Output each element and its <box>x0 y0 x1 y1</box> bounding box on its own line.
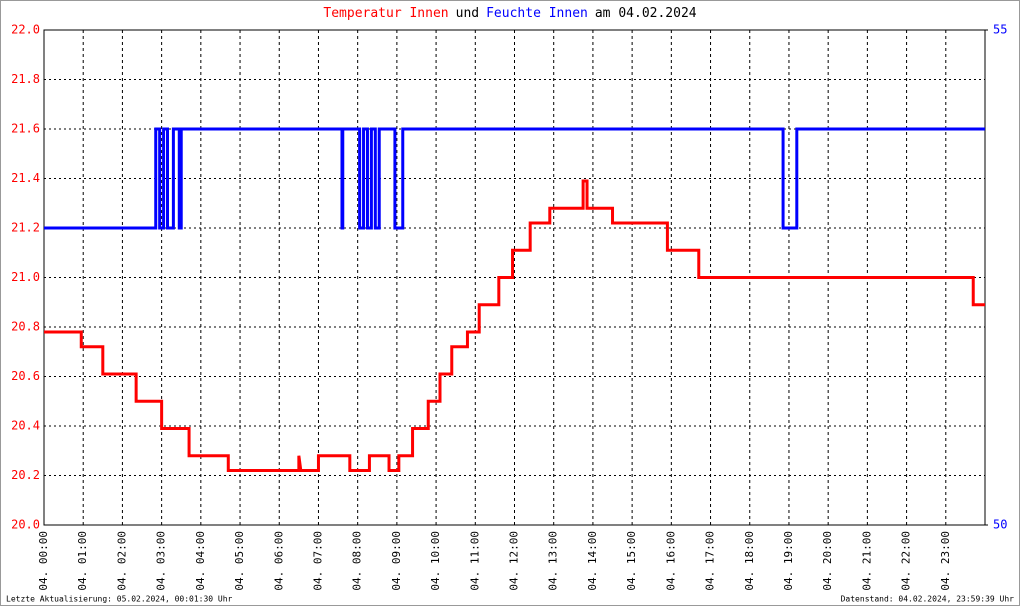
series-line <box>44 127 985 230</box>
x-tick-label: 04. 17:00 <box>704 531 717 591</box>
x-tick-label: 04. 10:00 <box>429 531 442 591</box>
x-tick-label: 04. 07:00 <box>311 531 324 591</box>
chart-title: Temperatur Innen und Feuchte Innen am 04.02… <box>323 6 696 21</box>
title-part: am 04.02.2024 <box>595 6 697 21</box>
x-tick-label: 04. 19:00 <box>782 531 795 591</box>
x-tick-label: 04. 08:00 <box>351 531 364 591</box>
x-tick-label: 04. 13:00 <box>547 531 560 591</box>
x-tick-label: 04. 01:00 <box>76 531 89 591</box>
y-tick-label: 20.4 <box>11 419 40 433</box>
x-tick-label: 04. 21:00 <box>860 531 873 591</box>
footer-right: Datenstand: 04.02.2024, 23:59:39 Uhr <box>841 595 1015 604</box>
x-tick-label: 04. 05:00 <box>233 531 246 591</box>
y2-tick-label: 55 <box>993 23 1007 37</box>
y2-tick-label: 50 <box>993 518 1007 532</box>
x-tick-label: 04. 18:00 <box>743 531 756 591</box>
title-part: Feuchte Innen <box>486 6 588 21</box>
title-part: Temperatur Innen <box>323 6 448 21</box>
y-tick-label: 20.0 <box>11 518 40 532</box>
x-tick-label: 04. 16:00 <box>664 531 677 591</box>
x-tick-label: 04. 12:00 <box>508 531 521 591</box>
x-tick-label: 04. 00:00 <box>37 531 50 591</box>
y-tick-label: 20.2 <box>11 468 40 482</box>
y-tick-label: 21.8 <box>11 72 40 86</box>
x-tick-label: 04. 11:00 <box>468 531 481 591</box>
y-tick-label: 20.6 <box>11 369 40 383</box>
y-tick-label: 21.0 <box>11 270 40 284</box>
y-tick-label: 20.8 <box>11 320 40 334</box>
x-tick-label: 04. 23:00 <box>939 531 952 591</box>
x-tick-label: 04. 02:00 <box>115 531 128 591</box>
series-line <box>44 179 985 473</box>
plot-border <box>43 29 986 526</box>
y-tick-label: 22.0 <box>11 23 40 37</box>
x-tick-label: 04. 22:00 <box>900 531 913 591</box>
x-tick-label: 04. 15:00 <box>625 531 638 591</box>
y-tick-label: 21.4 <box>11 171 40 185</box>
y-tick-label: 21.2 <box>11 221 40 235</box>
x-tick-label: 04. 04:00 <box>194 531 207 591</box>
x-tick-label: 04. 09:00 <box>390 531 403 591</box>
x-tick-label: 04. 20:00 <box>821 531 834 591</box>
x-tick-label: 04. 06:00 <box>272 531 285 591</box>
x-tick-label: 04. 03:00 <box>155 531 168 591</box>
footer-left: Letzte Aktualisierung: 05.02.2024, 00:01… <box>6 595 233 604</box>
x-tick-label: 04. 14:00 <box>586 531 599 591</box>
y-tick-label: 21.6 <box>11 122 40 136</box>
title-part: und <box>456 6 479 21</box>
